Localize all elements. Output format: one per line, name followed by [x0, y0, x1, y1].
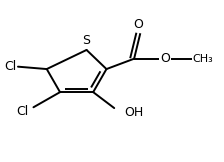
Text: O: O — [160, 52, 170, 65]
Text: CH₃: CH₃ — [193, 54, 213, 64]
Text: S: S — [83, 34, 90, 47]
Text: Cl: Cl — [16, 105, 28, 118]
Text: Cl: Cl — [4, 60, 16, 73]
Text: O: O — [133, 18, 143, 31]
Text: OH: OH — [124, 106, 143, 119]
